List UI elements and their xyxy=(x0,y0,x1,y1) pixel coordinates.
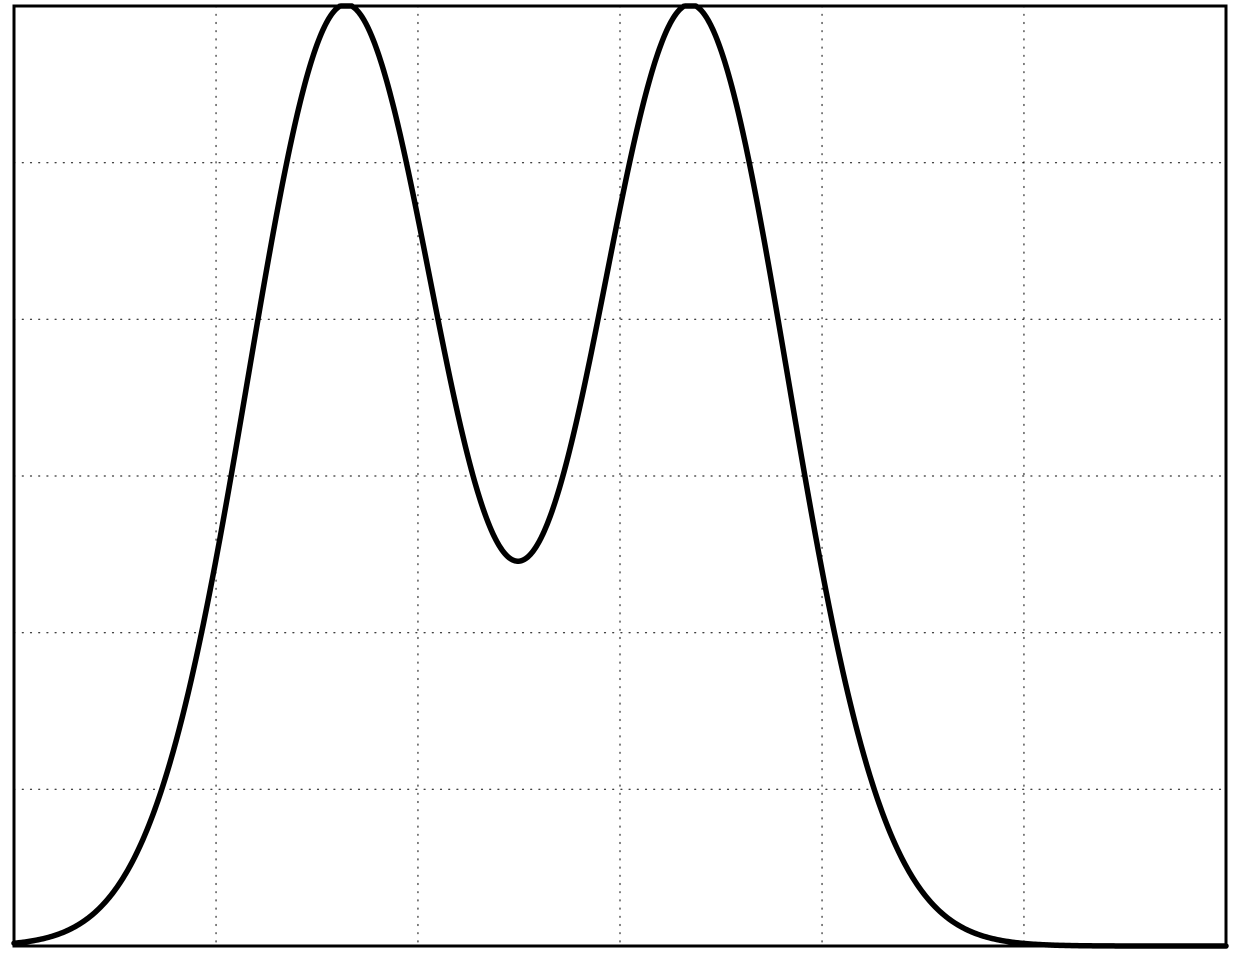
line-chart xyxy=(0,0,1240,955)
chart-container xyxy=(0,0,1240,955)
chart-background xyxy=(0,0,1240,955)
